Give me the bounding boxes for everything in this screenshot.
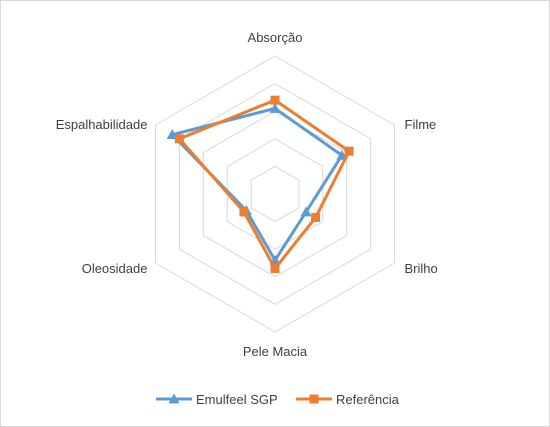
- series-layer: [166, 95, 354, 274]
- axis-label: Absorção: [248, 30, 303, 45]
- axis-label: Brilho: [405, 261, 438, 276]
- data-point: [344, 146, 354, 156]
- data-point: [270, 95, 280, 105]
- grid-ring: [154, 55, 396, 333]
- data-point: [311, 212, 321, 222]
- data-point: [270, 264, 280, 274]
- data-point: [174, 134, 184, 144]
- data-point: [239, 207, 249, 217]
- data-point: [269, 102, 281, 113]
- axis-label: Oleosidade: [82, 261, 148, 276]
- legend-item: Emulfeel SGP: [156, 392, 278, 407]
- legend-label: Emulfeel SGP: [196, 392, 278, 407]
- axis-label: Espalhabilidade: [56, 117, 148, 132]
- data-point: [309, 394, 319, 404]
- data-point: [168, 393, 180, 404]
- series-0: [166, 102, 348, 265]
- legend: Emulfeel SGP Referência: [156, 392, 400, 407]
- grid-ring: [226, 138, 324, 250]
- data-point: [300, 206, 312, 217]
- grid-ring: [250, 165, 300, 223]
- axis-label: Filme: [405, 117, 437, 132]
- axis-labels: Absorção Filme Brilho Pele Macia Oleosidade E…: [56, 30, 438, 359]
- legend-label: Referência: [336, 392, 400, 407]
- axis-label: Pele Macia: [243, 344, 308, 359]
- legend-item: Referência: [296, 392, 400, 407]
- series-1: [174, 95, 354, 274]
